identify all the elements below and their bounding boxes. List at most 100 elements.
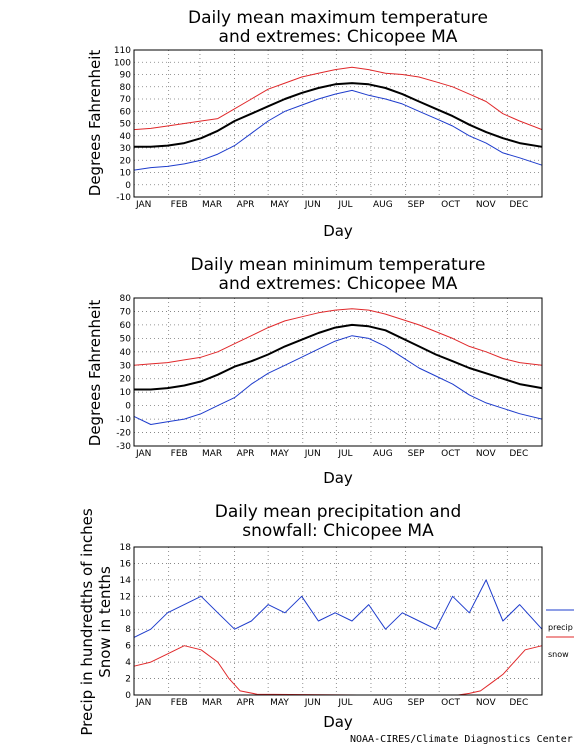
x-tick-label: FEB	[171, 698, 188, 708]
x-tick-label: MAR	[202, 698, 222, 708]
x-tick-label: APR	[237, 698, 255, 708]
x-tick-label: JUN	[304, 200, 321, 210]
y-axis-label: Degrees Fahrenheit	[86, 300, 104, 447]
y-tick-label: 20	[120, 156, 132, 166]
x-tick-label: SEP	[408, 200, 425, 210]
chart-title-line2: and extremes: Chicopee MA	[219, 274, 458, 294]
y-axis-label: Degrees Fahrenheit	[86, 50, 104, 197]
y-tick-label: 40	[120, 348, 132, 358]
y-tick-label: -10	[116, 415, 131, 425]
panel-min-temp: Daily mean minimum temperature and extre…	[86, 255, 543, 487]
tick-labels: -30 -20 -10 0 10 20 30 40 50 60 70 80 JAN FEB MAR APR MA…	[116, 294, 528, 459]
x-tick-label: NOV	[476, 698, 497, 708]
x-tick-label: MAR	[202, 200, 222, 210]
x-tick-label: SEP	[408, 449, 425, 459]
x-tick-label: OCT	[441, 200, 460, 210]
chart-title-line1: Daily mean minimum temperature	[191, 255, 486, 275]
legend-snow-label: snow	[548, 650, 569, 659]
series-line-extreme_low	[133, 89, 543, 171]
y-tick-label: 100	[114, 58, 131, 68]
chart-title-line2: snowfall: Chicopee MA	[242, 521, 434, 541]
x-tick-label: MAR	[202, 449, 222, 459]
y-tick-label: 0	[125, 402, 131, 412]
x-tick-label: SEP	[408, 698, 425, 708]
x-axis-label: Day	[323, 469, 353, 487]
x-tick-label: JAN	[135, 698, 151, 708]
x-tick-label: OCT	[441, 698, 460, 708]
series-line-snow	[133, 645, 543, 696]
y-tick-label: -20	[116, 429, 131, 439]
x-tick-label: AUG	[373, 698, 393, 708]
y-tick-label: 10	[120, 169, 132, 179]
x-axis-label: Day	[323, 222, 353, 240]
y-tick-label: 0	[125, 691, 131, 701]
x-tick-label: DEC	[509, 698, 528, 708]
y-tick-label: 30	[120, 144, 132, 154]
series-line-precip	[133, 579, 543, 638]
tick-labels: 0 2 4 6 8 10 12 14 16 18 JAN FEB MAR APR MAY JUN JUL AUG S…	[120, 543, 529, 708]
panel-max-temp: Daily mean maximum temperature and extre…	[86, 8, 543, 240]
x-tick-label: APR	[237, 200, 255, 210]
plot-frame	[133, 297, 543, 447]
y-tick-label: 12	[120, 592, 131, 602]
y-tick-label: 4	[125, 658, 131, 668]
legend-precip-label: precip	[548, 623, 573, 632]
y-tick-label: 14	[120, 576, 132, 586]
x-tick-label: FEB	[171, 200, 188, 210]
y-axis-label-line2: Snow in tenths	[96, 566, 114, 678]
y-tick-label: 60	[120, 321, 132, 331]
y-tick-label: 8	[125, 625, 131, 635]
tick-labels: -10 0 10 20 30 40 50 60 70 80 90 100 110 JAN FEB MAR APR…	[114, 46, 528, 210]
series-line-extreme_high	[133, 308, 543, 366]
plot-frame	[133, 546, 543, 696]
series-group	[133, 308, 543, 425]
y-tick-label: 20	[120, 375, 132, 385]
y-tick-label: 50	[120, 334, 132, 344]
y-axis-label-line1: Precip in hundredths of inches	[78, 508, 96, 735]
x-tick-label: JUL	[337, 698, 352, 708]
y-tick-label: 30	[120, 361, 132, 371]
y-tick-label: 16	[120, 559, 132, 569]
y-tick-label: 6	[125, 642, 131, 652]
x-tick-label: JUL	[337, 200, 352, 210]
x-tick-label: NOV	[476, 449, 497, 459]
x-tick-label: NOV	[476, 200, 497, 210]
x-tick-label: MAY	[270, 200, 289, 210]
y-tick-label: 2	[125, 675, 131, 685]
chart-title-line2: and extremes: Chicopee MA	[219, 27, 458, 47]
y-tick-label: 70	[120, 307, 132, 317]
y-tick-label: 18	[120, 543, 132, 553]
x-tick-label: AUG	[373, 200, 393, 210]
x-tick-label: OCT	[441, 449, 460, 459]
x-tick-label: APR	[237, 449, 255, 459]
y-tick-label: 90	[120, 71, 132, 81]
y-tick-label: 70	[120, 95, 132, 105]
panel-precip: Daily mean precipitation and snowfall: C…	[78, 502, 574, 736]
grid	[134, 298, 542, 446]
x-tick-label: AUG	[373, 449, 393, 459]
grid	[134, 50, 542, 197]
x-tick-label: DEC	[509, 200, 528, 210]
chart-title-line1: Daily mean maximum temperature	[188, 8, 488, 28]
y-tick-label: 10	[120, 609, 132, 619]
credit-text: NOAA-CIRES/Climate Diagnostics Center	[350, 734, 573, 745]
x-tick-label: JAN	[135, 200, 151, 210]
grid	[134, 547, 542, 695]
y-tick-label: 80	[120, 294, 132, 304]
x-tick-label: JUL	[337, 449, 352, 459]
series-line-extreme_low	[133, 335, 543, 425]
series-group	[133, 66, 543, 171]
chart-title-line1: Daily mean precipitation and	[215, 502, 462, 522]
y-tick-label: 110	[114, 46, 131, 56]
legend: precip snow	[546, 609, 574, 659]
y-tick-label: -30	[116, 442, 131, 452]
series-line-mean	[134, 82, 543, 148]
x-tick-label: JAN	[135, 449, 151, 459]
y-tick-label: 0	[125, 181, 131, 191]
x-tick-label: FEB	[171, 449, 188, 459]
y-tick-label: 80	[120, 83, 132, 93]
x-tick-label: MAY	[270, 698, 289, 708]
series-line-mean	[134, 323, 543, 391]
series-group	[133, 579, 543, 696]
